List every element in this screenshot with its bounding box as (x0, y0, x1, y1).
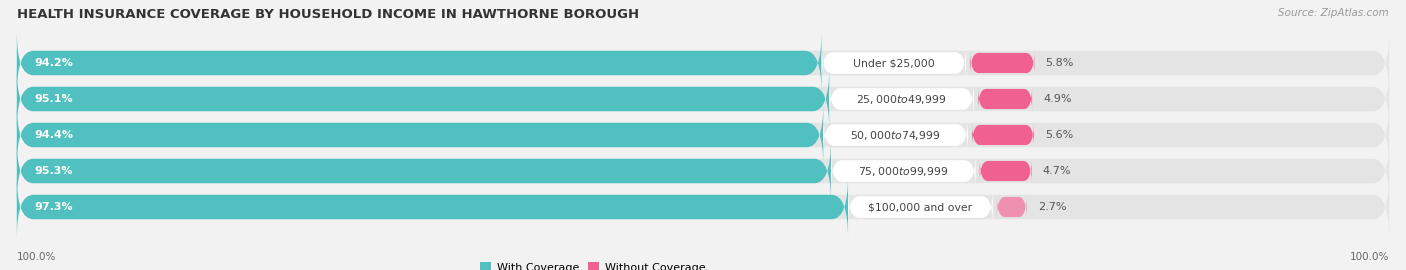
Text: 5.6%: 5.6% (1045, 130, 1073, 140)
FancyBboxPatch shape (17, 140, 1389, 202)
Text: 100.0%: 100.0% (1350, 252, 1389, 262)
FancyBboxPatch shape (830, 81, 974, 117)
Text: 95.3%: 95.3% (35, 166, 73, 176)
FancyBboxPatch shape (821, 45, 966, 81)
Text: Source: ZipAtlas.com: Source: ZipAtlas.com (1278, 8, 1389, 18)
FancyBboxPatch shape (17, 176, 848, 238)
Text: $25,000 to $49,999: $25,000 to $49,999 (856, 93, 946, 106)
Text: 94.4%: 94.4% (35, 130, 73, 140)
FancyBboxPatch shape (972, 123, 1033, 147)
Text: 100.0%: 100.0% (17, 252, 56, 262)
Text: 97.3%: 97.3% (35, 202, 73, 212)
FancyBboxPatch shape (970, 52, 1035, 75)
Legend: With Coverage, Without Coverage: With Coverage, Without Coverage (475, 258, 710, 270)
Text: 95.1%: 95.1% (35, 94, 73, 104)
FancyBboxPatch shape (17, 140, 831, 202)
FancyBboxPatch shape (848, 189, 993, 225)
FancyBboxPatch shape (17, 68, 1389, 130)
Text: 4.9%: 4.9% (1043, 94, 1071, 104)
FancyBboxPatch shape (980, 160, 1032, 183)
FancyBboxPatch shape (17, 32, 1389, 94)
FancyBboxPatch shape (831, 153, 976, 189)
Text: 5.8%: 5.8% (1045, 58, 1074, 68)
Text: Under $25,000: Under $25,000 (853, 58, 935, 68)
Text: $75,000 to $99,999: $75,000 to $99,999 (858, 164, 949, 177)
FancyBboxPatch shape (17, 32, 821, 94)
Text: $100,000 and over: $100,000 and over (869, 202, 973, 212)
FancyBboxPatch shape (17, 104, 824, 166)
FancyBboxPatch shape (17, 176, 1389, 238)
Text: 94.2%: 94.2% (35, 58, 73, 68)
Text: 4.7%: 4.7% (1043, 166, 1071, 176)
FancyBboxPatch shape (17, 68, 830, 130)
FancyBboxPatch shape (17, 104, 1389, 166)
Text: $50,000 to $74,999: $50,000 to $74,999 (851, 129, 941, 141)
FancyBboxPatch shape (824, 117, 967, 153)
Text: HEALTH INSURANCE COVERAGE BY HOUSEHOLD INCOME IN HAWTHORNE BOROUGH: HEALTH INSURANCE COVERAGE BY HOUSEHOLD I… (17, 8, 638, 21)
FancyBboxPatch shape (979, 87, 1032, 110)
FancyBboxPatch shape (997, 195, 1026, 218)
Text: 2.7%: 2.7% (1038, 202, 1066, 212)
